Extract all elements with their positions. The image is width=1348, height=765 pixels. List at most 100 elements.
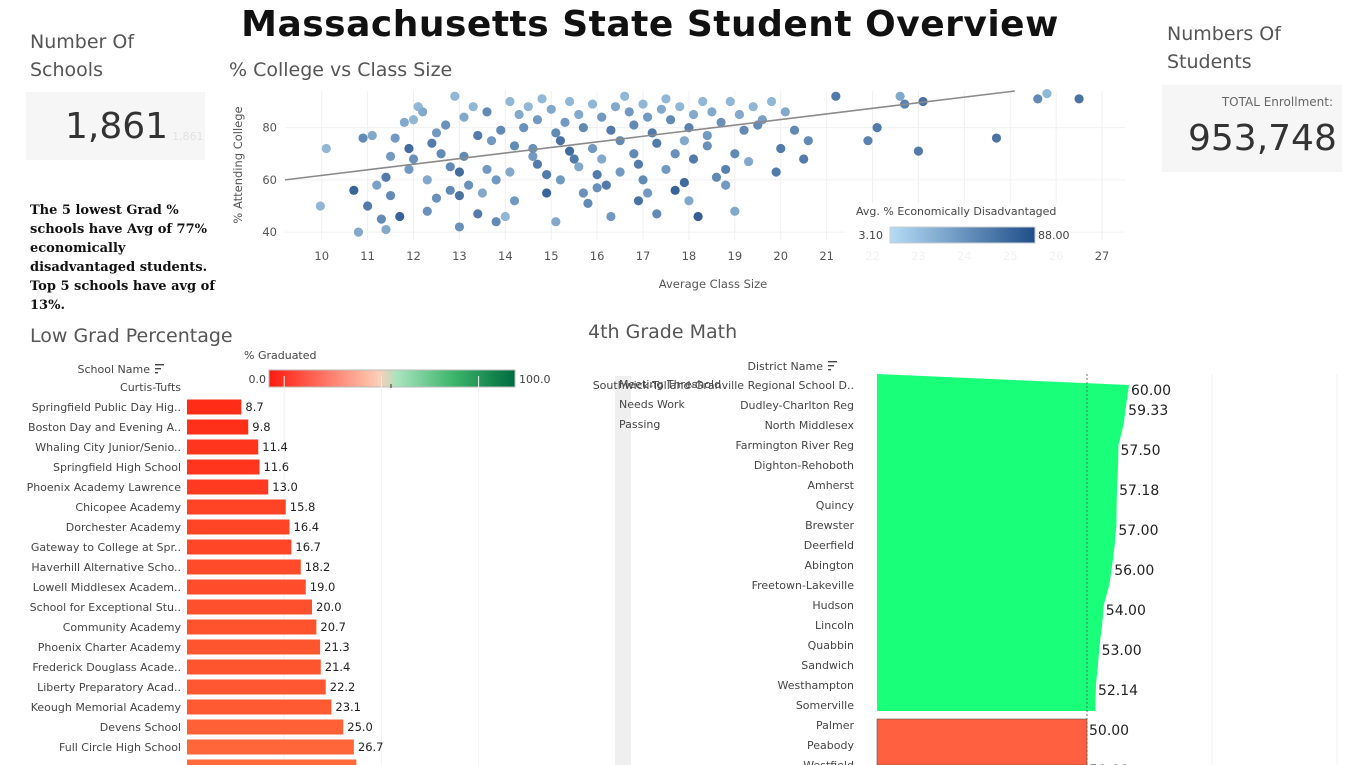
- scatter-point[interactable]: [776, 143, 786, 154]
- scatter-point[interactable]: [464, 180, 474, 190]
- scatter-point[interactable]: [702, 130, 712, 141]
- scatter-point[interactable]: [528, 151, 538, 161]
- sort-icon[interactable]: [155, 364, 164, 374]
- math-legend-item[interactable]: Meeting Threshold: [619, 378, 721, 391]
- scatter-point[interactable]: [913, 146, 924, 156]
- scatter-point[interactable]: [592, 170, 602, 180]
- scatter-point[interactable]: [349, 185, 359, 195]
- scatter-point[interactable]: [643, 188, 653, 198]
- scatter-point[interactable]: [665, 115, 676, 125]
- scatter-point[interactable]: [404, 143, 414, 154]
- scatter-point[interactable]: [702, 141, 712, 151]
- scatter-point[interactable]: [363, 201, 373, 211]
- scatter-point[interactable]: [473, 130, 483, 141]
- scatter-point[interactable]: [730, 206, 740, 216]
- scatter-point[interactable]: [473, 209, 483, 219]
- scatter-point[interactable]: [381, 224, 391, 235]
- scatter-point[interactable]: [376, 214, 386, 224]
- grad-bar[interactable]: [187, 519, 290, 535]
- scatter-point[interactable]: [441, 120, 451, 130]
- scatter-point[interactable]: [661, 164, 671, 175]
- scatter-point[interactable]: [633, 159, 644, 169]
- scatter-point[interactable]: [427, 138, 437, 148]
- scatter-point[interactable]: [505, 96, 515, 107]
- scatter-point[interactable]: [358, 133, 368, 143]
- scatter-point[interactable]: [688, 154, 699, 164]
- math-legend-scrollbar[interactable]: [615, 376, 631, 765]
- scatter-point[interactable]: [422, 175, 432, 185]
- scatter-point[interactable]: [555, 136, 566, 146]
- scatter-point[interactable]: [450, 91, 460, 101]
- scatter-point[interactable]: [532, 115, 543, 125]
- scatter-point[interactable]: [895, 91, 905, 101]
- grad-bar[interactable]: [187, 639, 321, 655]
- scatter-point[interactable]: [587, 143, 598, 154]
- scatter-point[interactable]: [385, 190, 396, 201]
- schools-kpi-card[interactable]: 1,861 1,861: [26, 92, 205, 160]
- scatter-point[interactable]: [597, 154, 607, 164]
- scatter-point[interactable]: [1033, 94, 1043, 104]
- scatter-point[interactable]: [730, 149, 740, 159]
- grad-bar[interactable]: [187, 579, 306, 595]
- scatter-point[interactable]: [831, 91, 841, 101]
- scatter-point[interactable]: [633, 196, 644, 206]
- scatter-point[interactable]: [652, 138, 662, 148]
- grad-bar[interactable]: [187, 419, 249, 435]
- scatter-point[interactable]: [684, 196, 694, 206]
- scatter-point[interactable]: [459, 112, 469, 122]
- scatter-point[interactable]: [991, 133, 1002, 143]
- scatter-point[interactable]: [624, 107, 634, 117]
- grad-bar[interactable]: [187, 599, 312, 615]
- scatter-point[interactable]: [757, 115, 767, 125]
- scatter-point[interactable]: [610, 102, 621, 112]
- scatter-point[interactable]: [528, 143, 538, 154]
- scatter-point[interactable]: [321, 143, 331, 154]
- scatter-point[interactable]: [546, 104, 556, 114]
- scatter-point[interactable]: [583, 198, 593, 209]
- scatter-point[interactable]: [477, 188, 487, 198]
- scatter-point[interactable]: [413, 102, 423, 112]
- scatter-point[interactable]: [574, 109, 584, 120]
- scatter-point[interactable]: [661, 94, 671, 104]
- scatter-point[interactable]: [468, 102, 478, 112]
- scatter-point[interactable]: [367, 130, 377, 141]
- scatter-point[interactable]: [569, 154, 579, 164]
- scatter-point[interactable]: [454, 167, 465, 177]
- scatter-point[interactable]: [863, 136, 873, 146]
- scatter-point[interactable]: [652, 209, 662, 219]
- scatter-point[interactable]: [1042, 89, 1052, 99]
- scatter-point[interactable]: [679, 177, 689, 188]
- scatter-point[interactable]: [514, 109, 524, 120]
- grad-bar[interactable]: [187, 739, 354, 755]
- scatter-point[interactable]: [445, 162, 455, 172]
- scatter-point[interactable]: [606, 211, 616, 222]
- scatter-point[interactable]: [771, 167, 781, 177]
- scatter-point[interactable]: [656, 104, 666, 114]
- scatter-point[interactable]: [496, 125, 506, 135]
- scatter-point[interactable]: [505, 167, 515, 177]
- scatter-point[interactable]: [315, 201, 325, 211]
- scatter-point[interactable]: [578, 122, 588, 133]
- scatter-point[interactable]: [578, 188, 588, 198]
- scatter-point[interactable]: [399, 117, 409, 127]
- scatter-point[interactable]: [551, 217, 561, 227]
- grad-bar[interactable]: [187, 679, 326, 695]
- scatter-point[interactable]: [638, 175, 648, 185]
- grad-bar[interactable]: [187, 499, 286, 515]
- scatter-point[interactable]: [721, 164, 731, 175]
- scatter-point[interactable]: [542, 170, 552, 180]
- scatter-point[interactable]: [693, 211, 703, 222]
- scatter-point[interactable]: [698, 96, 708, 107]
- scatter-point[interactable]: [422, 206, 432, 216]
- scatter-point[interactable]: [620, 91, 630, 101]
- scatter-point[interactable]: [629, 149, 639, 159]
- scatter-point[interactable]: [390, 133, 400, 143]
- scatter-point[interactable]: [574, 162, 584, 172]
- scatter-point[interactable]: [615, 136, 625, 146]
- grad-bar[interactable]: [187, 699, 332, 715]
- scatter-point[interactable]: [431, 128, 442, 138]
- scatter-point[interactable]: [560, 117, 570, 127]
- math-bar-needs-work[interactable]: [876, 718, 1088, 765]
- scatter-point[interactable]: [532, 159, 543, 169]
- grad-bar[interactable]: [187, 539, 292, 555]
